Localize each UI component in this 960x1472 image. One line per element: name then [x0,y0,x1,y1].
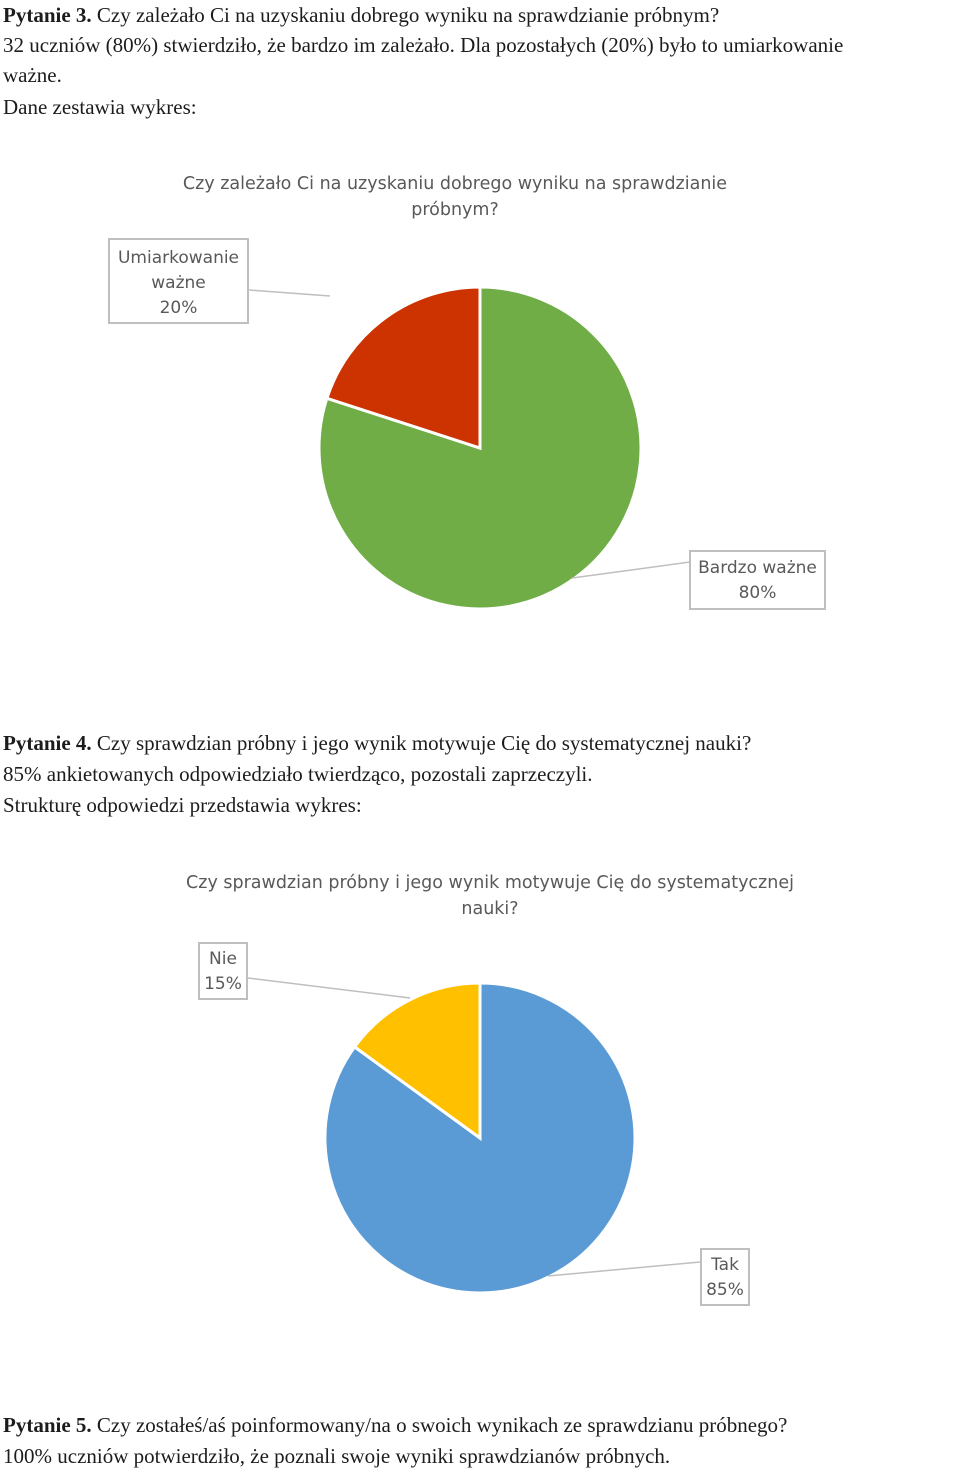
chart1-label-umiarkowanie-pct: 20% [159,298,198,318]
chart2-title-line2: nauki? [461,899,519,919]
q3-heading-label: Pytanie 3. [3,3,92,27]
chart2-label-nie: Nie 15% [198,942,248,1000]
chart2-leader-tak [547,1261,701,1277]
chart1-label-bardzo-line1: Bardzo ważne [698,558,817,578]
chart1-slice-umiarkowanie-wazne [324,285,482,451]
chart2-label-tak-line1: Tak [711,1255,739,1275]
chart2-label-tak-pct: 85% [706,1280,744,1300]
q3-text-line2: 32 uczniów (80%) stwierdziło, że bardzo … [3,33,844,57]
q3-heading-question: Czy zależało Ci na uzyskaniu dobrego wyn… [91,3,720,27]
chart2-title-line1: Czy sprawdzian próbny i jego wynik motyw… [186,873,794,893]
q4-heading: Pytanie 4. Czy sprawdzian próbny i jego … [3,728,751,759]
chart1-label-umiarkowanie: Umiarkowanie ważne 20% [108,238,249,324]
q5-heading-question: Czy zostałeś/aś poinformowany/na o swoic… [91,1413,788,1437]
chart1-title: Czy zależało Ci na uzyskaniu dobrego wyn… [130,171,780,223]
chart1-title-line2: próbnym? [411,200,499,220]
q5-text-line2: 100% uczniów potwierdziło, że poznali sw… [3,1444,671,1468]
chart1-slice-bardzo-wazne [317,285,643,611]
chart1-label-bardzo: Bardzo ważne 80% [689,550,826,610]
q3-text-line3: ważne. [3,63,62,87]
chart2-leader-nie [247,977,411,999]
chart1-label-umiarkowanie-line2: ważne [151,273,206,293]
chart1-leader-bardzo [571,561,691,579]
q4-text-line3: Strukturę odpowiedzi przedstawia wykres: [3,793,362,817]
q3-text-line4: Dane zestawia wykres: [3,95,197,119]
q5-heading: Pytanie 5. Czy zostałeś/aś poinformowany… [3,1410,787,1441]
chart2-label-nie-line1: Nie [209,949,237,969]
chart2-label-nie-pct: 15% [204,974,242,994]
chart2-slice-tak [323,981,637,1295]
q3-heading: Pytanie 3. Czy zależało Ci na uzyskaniu … [3,0,719,31]
chart1-title-line1: Czy zależało Ci na uzyskaniu dobrego wyn… [182,174,728,194]
chart2-title: Czy sprawdzian próbny i jego wynik motyw… [130,870,850,922]
chart2-slice-nie [352,981,482,1141]
q5-heading-label: Pytanie 5. [3,1413,92,1437]
chart1-leader-umiarkowanie [248,289,331,297]
chart2-label-tak: Tak 85% [700,1248,750,1306]
q4-heading-question: Czy sprawdzian próbny i jego wynik motyw… [91,731,752,755]
q4-text-line2: 85% ankietowanych odpowiedziało twierdzą… [3,762,593,786]
q4-heading-label: Pytanie 4. [3,731,92,755]
chart1-label-umiarkowanie-line1: Umiarkowanie [117,248,240,268]
chart1-label-bardzo-pct: 80% [738,583,777,603]
